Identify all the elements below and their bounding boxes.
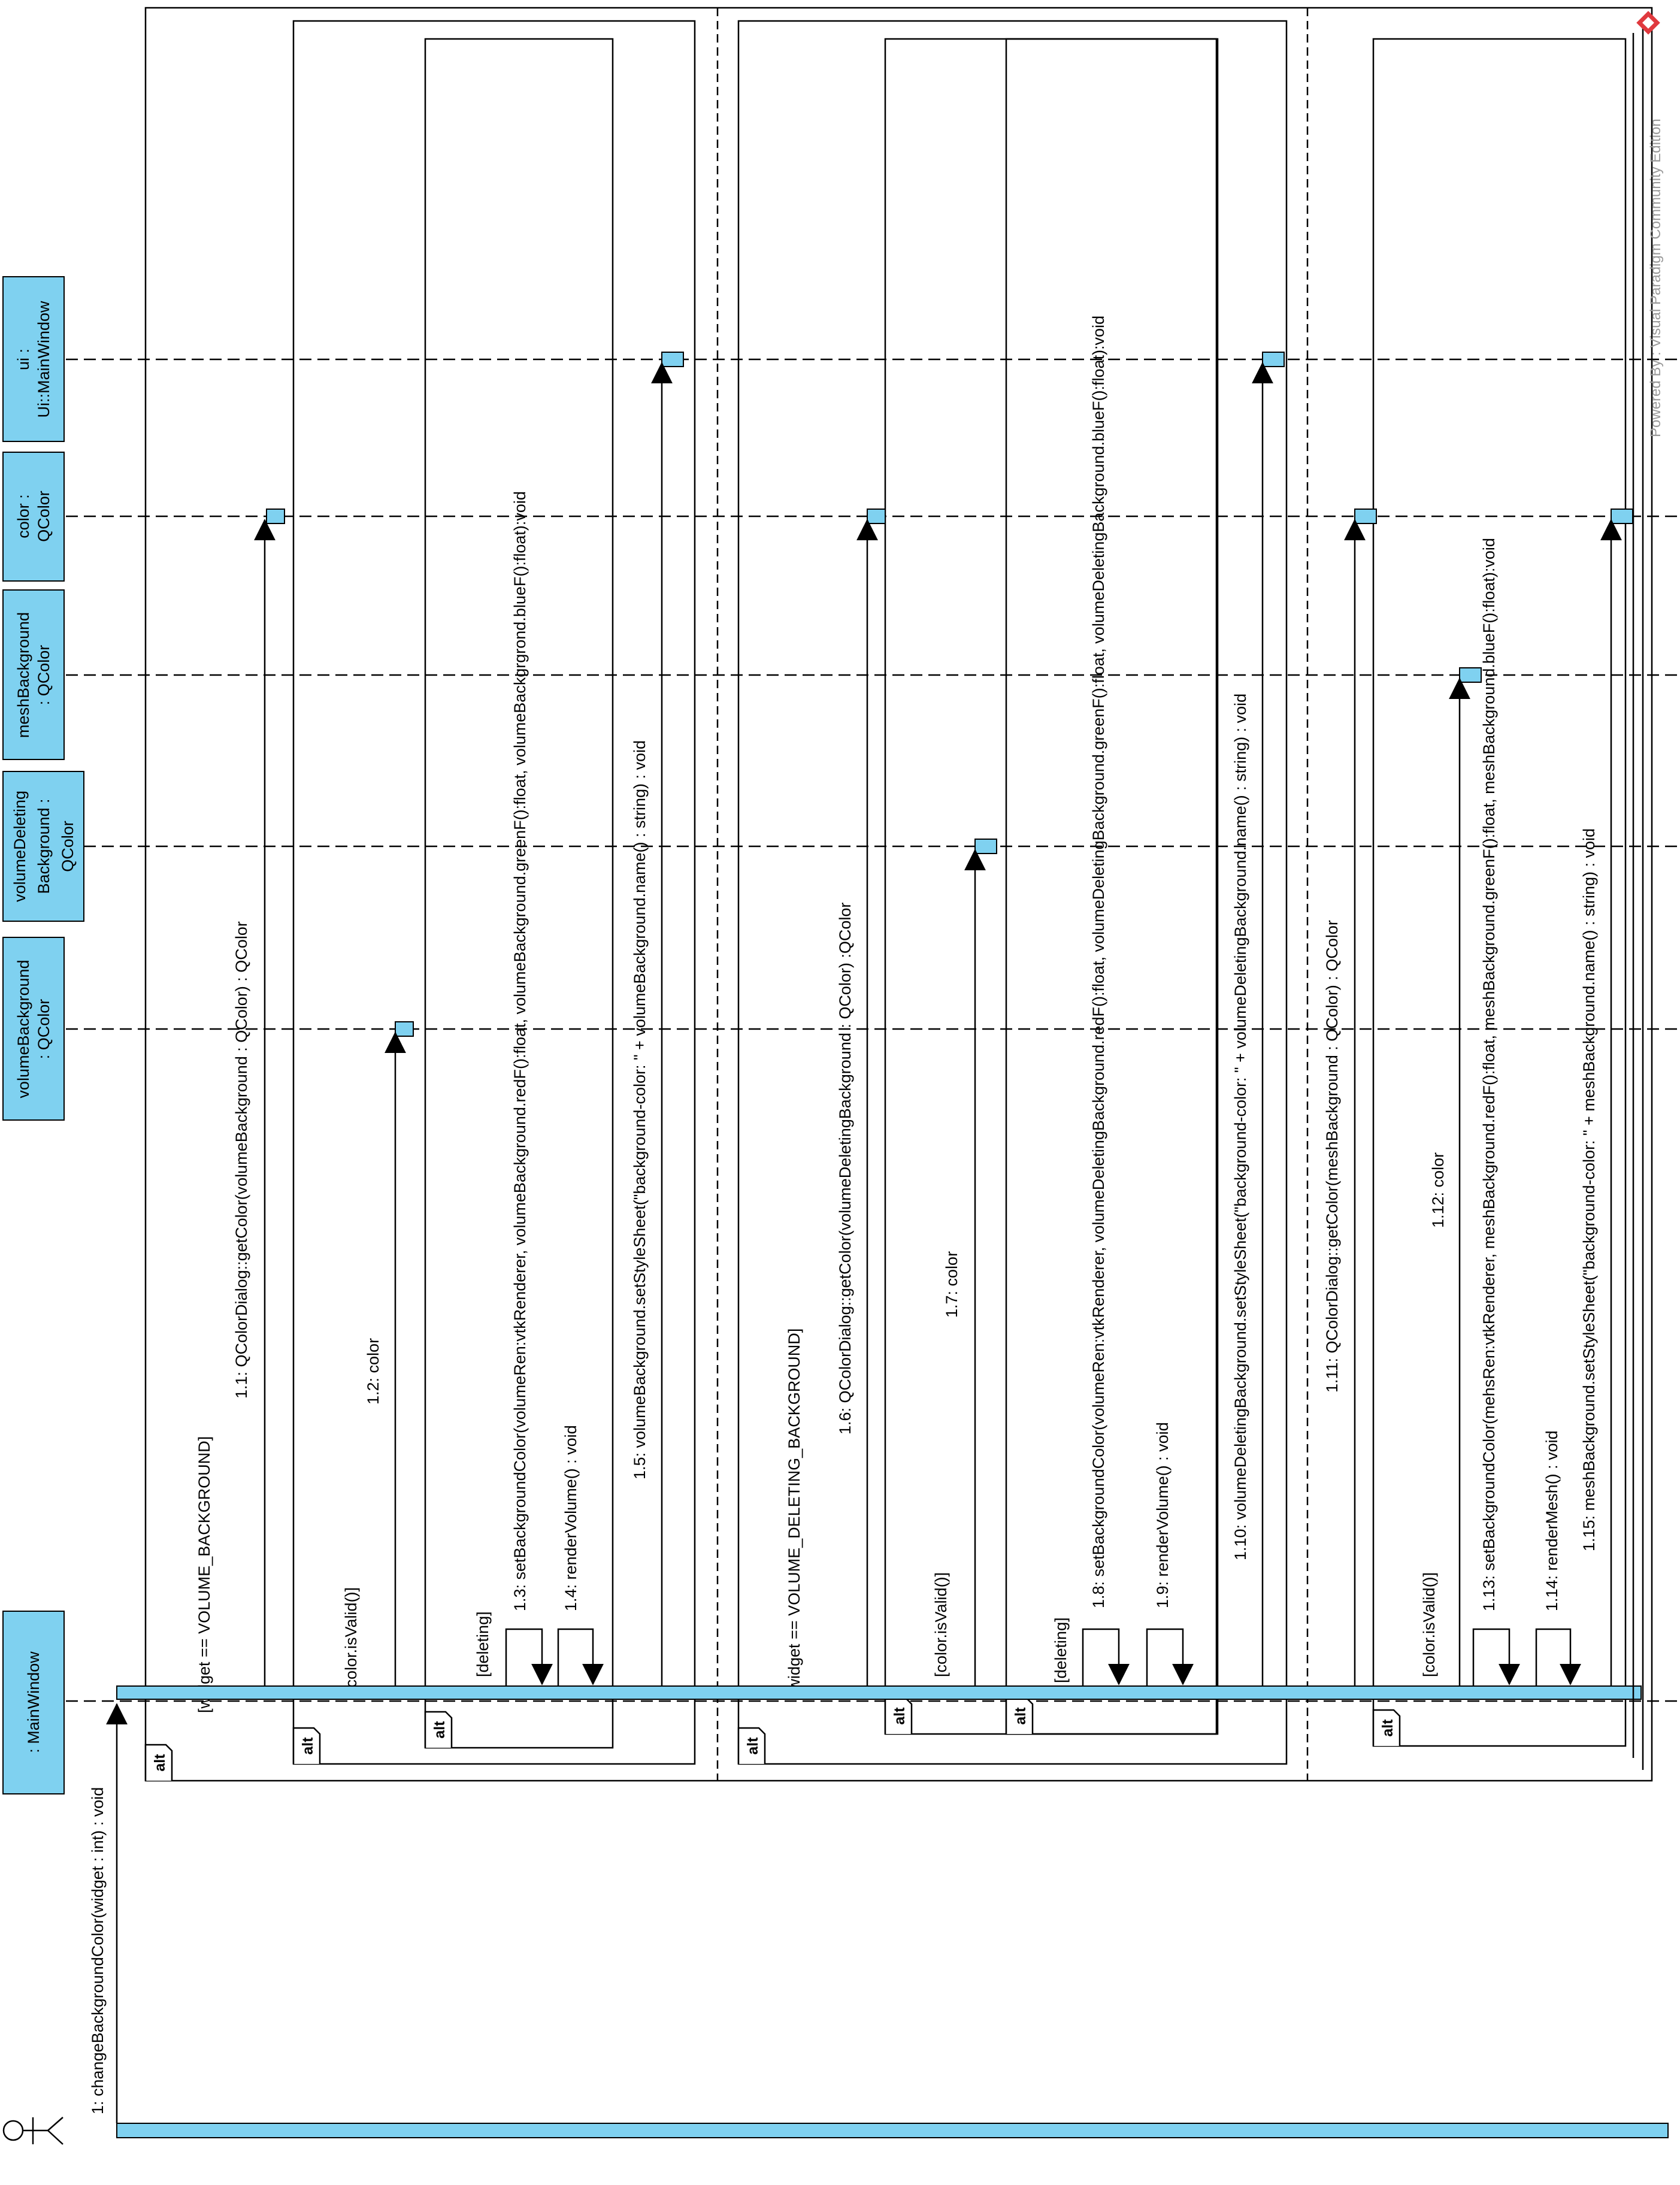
alt-tab-outer: alt (144, 1744, 173, 1781)
guard-valid-2: [color.isValid()] (932, 1572, 950, 1677)
self-message-1-3 (505, 1628, 553, 1686)
activation-1-5 (661, 352, 684, 367)
guard-deleting-2: [deleting] (1052, 1617, 1070, 1683)
self-message-1-9 (1146, 1628, 1194, 1686)
activation-1-6 (867, 509, 886, 524)
participant-label-line-2: Background : (35, 798, 53, 894)
alt-tab-deleting-2: alt (884, 1697, 913, 1734)
message-1-8: 1.8: setBackgroundColor(volumeRen:vtkRen… (1089, 316, 1107, 1608)
mainwindow-activation (116, 1685, 1642, 1700)
call-arrows (106, 362, 1622, 2123)
message-1-9: 1.9: renderVolume() : void (1154, 1422, 1172, 1608)
message-1-10: 1.10: volumeDeletingBackground.setStyleS… (1231, 694, 1249, 1560)
self-message-1-13 (1472, 1628, 1520, 1686)
participant-meshbackground: meshBackground : QColor (2, 589, 65, 760)
watermark-text: Powered By : Visual Paradigm Community E… (1648, 119, 1664, 437)
outer-frame-edges (1632, 24, 1644, 1770)
activation-1-11 (1354, 509, 1377, 524)
lifelines (66, 358, 1677, 1702)
alt-tab-valid-2: alt (737, 1727, 766, 1764)
alt-label: alt (152, 1754, 168, 1772)
alt-label: alt (1012, 1707, 1029, 1725)
alt-fragment-outer (144, 7, 1653, 1782)
visual-paradigm-logo-icon (1636, 11, 1660, 35)
alt-tab-valid-3: alt (1372, 1709, 1401, 1746)
participant-volumebackground: volumeBackground : QColor (2, 937, 65, 1121)
participant-label-line-1: color : (14, 494, 32, 538)
self-message-1-14 (1535, 1628, 1581, 1686)
message-1-13: 1.13: setBackgroundColor(mehsRen:vtkRend… (1480, 538, 1498, 1611)
message-1-11: 1.11: QColorDialog::getColor(meshBackgro… (1323, 920, 1341, 1393)
alt-fragment-deleting-1 (424, 38, 614, 1749)
guard-deleting-branch: [widget == VOLUME_DELETING_BACKGROUND] (785, 1328, 803, 1695)
participant-volumedeletingbackground: volumeDeleting Background : QColor (2, 771, 84, 922)
participant-label-line-1: volumeBackground (14, 960, 32, 1098)
activation-1-15 (1611, 509, 1633, 524)
alt-label: alt (1379, 1719, 1396, 1737)
activation-1-10 (1262, 352, 1285, 367)
participant-color: color : QColor (2, 452, 65, 582)
participant-label-line-1: volumeDeleting (11, 791, 29, 902)
message-labels: 1: changeBackgroundColor(widget : int) :… (89, 316, 1598, 2114)
message-1-7: 1.7: color (943, 1251, 961, 1318)
activation-1-2 (395, 1021, 414, 1037)
participant-mainwindow: : MainWindow (2, 1611, 65, 1794)
alt-label: alt (744, 1737, 761, 1755)
participant-label-line-3: QColor (59, 821, 77, 872)
message-1-4: 1.4: renderVolume() : void (562, 1425, 580, 1611)
alt-fragment-valid-1 (292, 20, 696, 1765)
self-message-1-4 (557, 1628, 604, 1686)
message-1-1: 1.1: QColorDialog::getColor(volumeBackgr… (232, 921, 250, 1399)
alt-fragment-inner-box (1005, 38, 1219, 1735)
participant-label-line-1: ui : (14, 349, 32, 370)
guard-deleting-1: [deleting] (474, 1611, 492, 1677)
participant-ui: ui : Ui::MainWindow (2, 276, 65, 442)
guard-valid-3: [color.isValid()] (1420, 1572, 1438, 1677)
alt-tab-valid-1: alt (292, 1727, 321, 1764)
participant-label-line-2: Ui::MainWindow (35, 301, 53, 418)
alt-label: alt (431, 1721, 448, 1739)
alt-tab-inner: alt (1005, 1697, 1034, 1734)
watermark: Powered By : Visual Paradigm Community E… (1636, 11, 1664, 437)
guard-valid-1: [color.isValid()] (342, 1587, 360, 1692)
message-1: 1: changeBackgroundColor(widget : int) :… (89, 1787, 107, 2114)
guards: [widget == VOLUME_BACKGROUND] [widget ==… (195, 1328, 1438, 1713)
activations (116, 352, 1669, 2138)
participant-label: : MainWindow (25, 1651, 43, 1753)
activation-1-7 (974, 839, 997, 854)
participant-label-line-1: meshBackground (14, 612, 32, 738)
message-1-2: 1.2: color (364, 1338, 382, 1405)
actor-activation (116, 2123, 1669, 2138)
message-1-6: 1.6: QColorDialog::getColor(volumeDeleti… (836, 903, 854, 1435)
message-1-15: 1.15: meshBackground.setStyleSheet("back… (1580, 828, 1598, 1551)
message-1-14: 1.14: renderMesh() : void (1543, 1430, 1561, 1611)
alt-tab-deleting-1: alt (424, 1711, 453, 1748)
self-messages (505, 1628, 1581, 1686)
participant-label-line-2: : QColor (35, 645, 53, 706)
message-1-3: 1.3: setBackgroundColor(volumeRen:vtkRen… (511, 491, 529, 1611)
participant-label-line-2: QColor (35, 491, 53, 542)
alt-fragment-valid-2 (737, 20, 1288, 1765)
activation-1-12 (1459, 667, 1482, 683)
participant-headers: : MainWindow volumeBackground : QColor v… (2, 276, 84, 1794)
participant-label-line-2: : QColor (35, 999, 53, 1060)
message-1-12: 1.12: color (1429, 1152, 1447, 1228)
activation-1-1 (266, 509, 285, 524)
fragments (144, 7, 1653, 1782)
alt-fragment-valid-3 (1372, 38, 1627, 1747)
alt-label: alt (891, 1707, 908, 1725)
self-message-1-8 (1082, 1628, 1130, 1686)
guard-volume: [widget == VOLUME_BACKGROUND] (195, 1436, 213, 1713)
fragment-tabs: alt alt alt alt alt alt alt (144, 1697, 1401, 1781)
alt-label: alt (299, 1737, 316, 1755)
actor-icon (2, 2117, 63, 2145)
message-1-5: 1.5: volumeBackground.setStyleSheet("bac… (631, 740, 649, 1479)
